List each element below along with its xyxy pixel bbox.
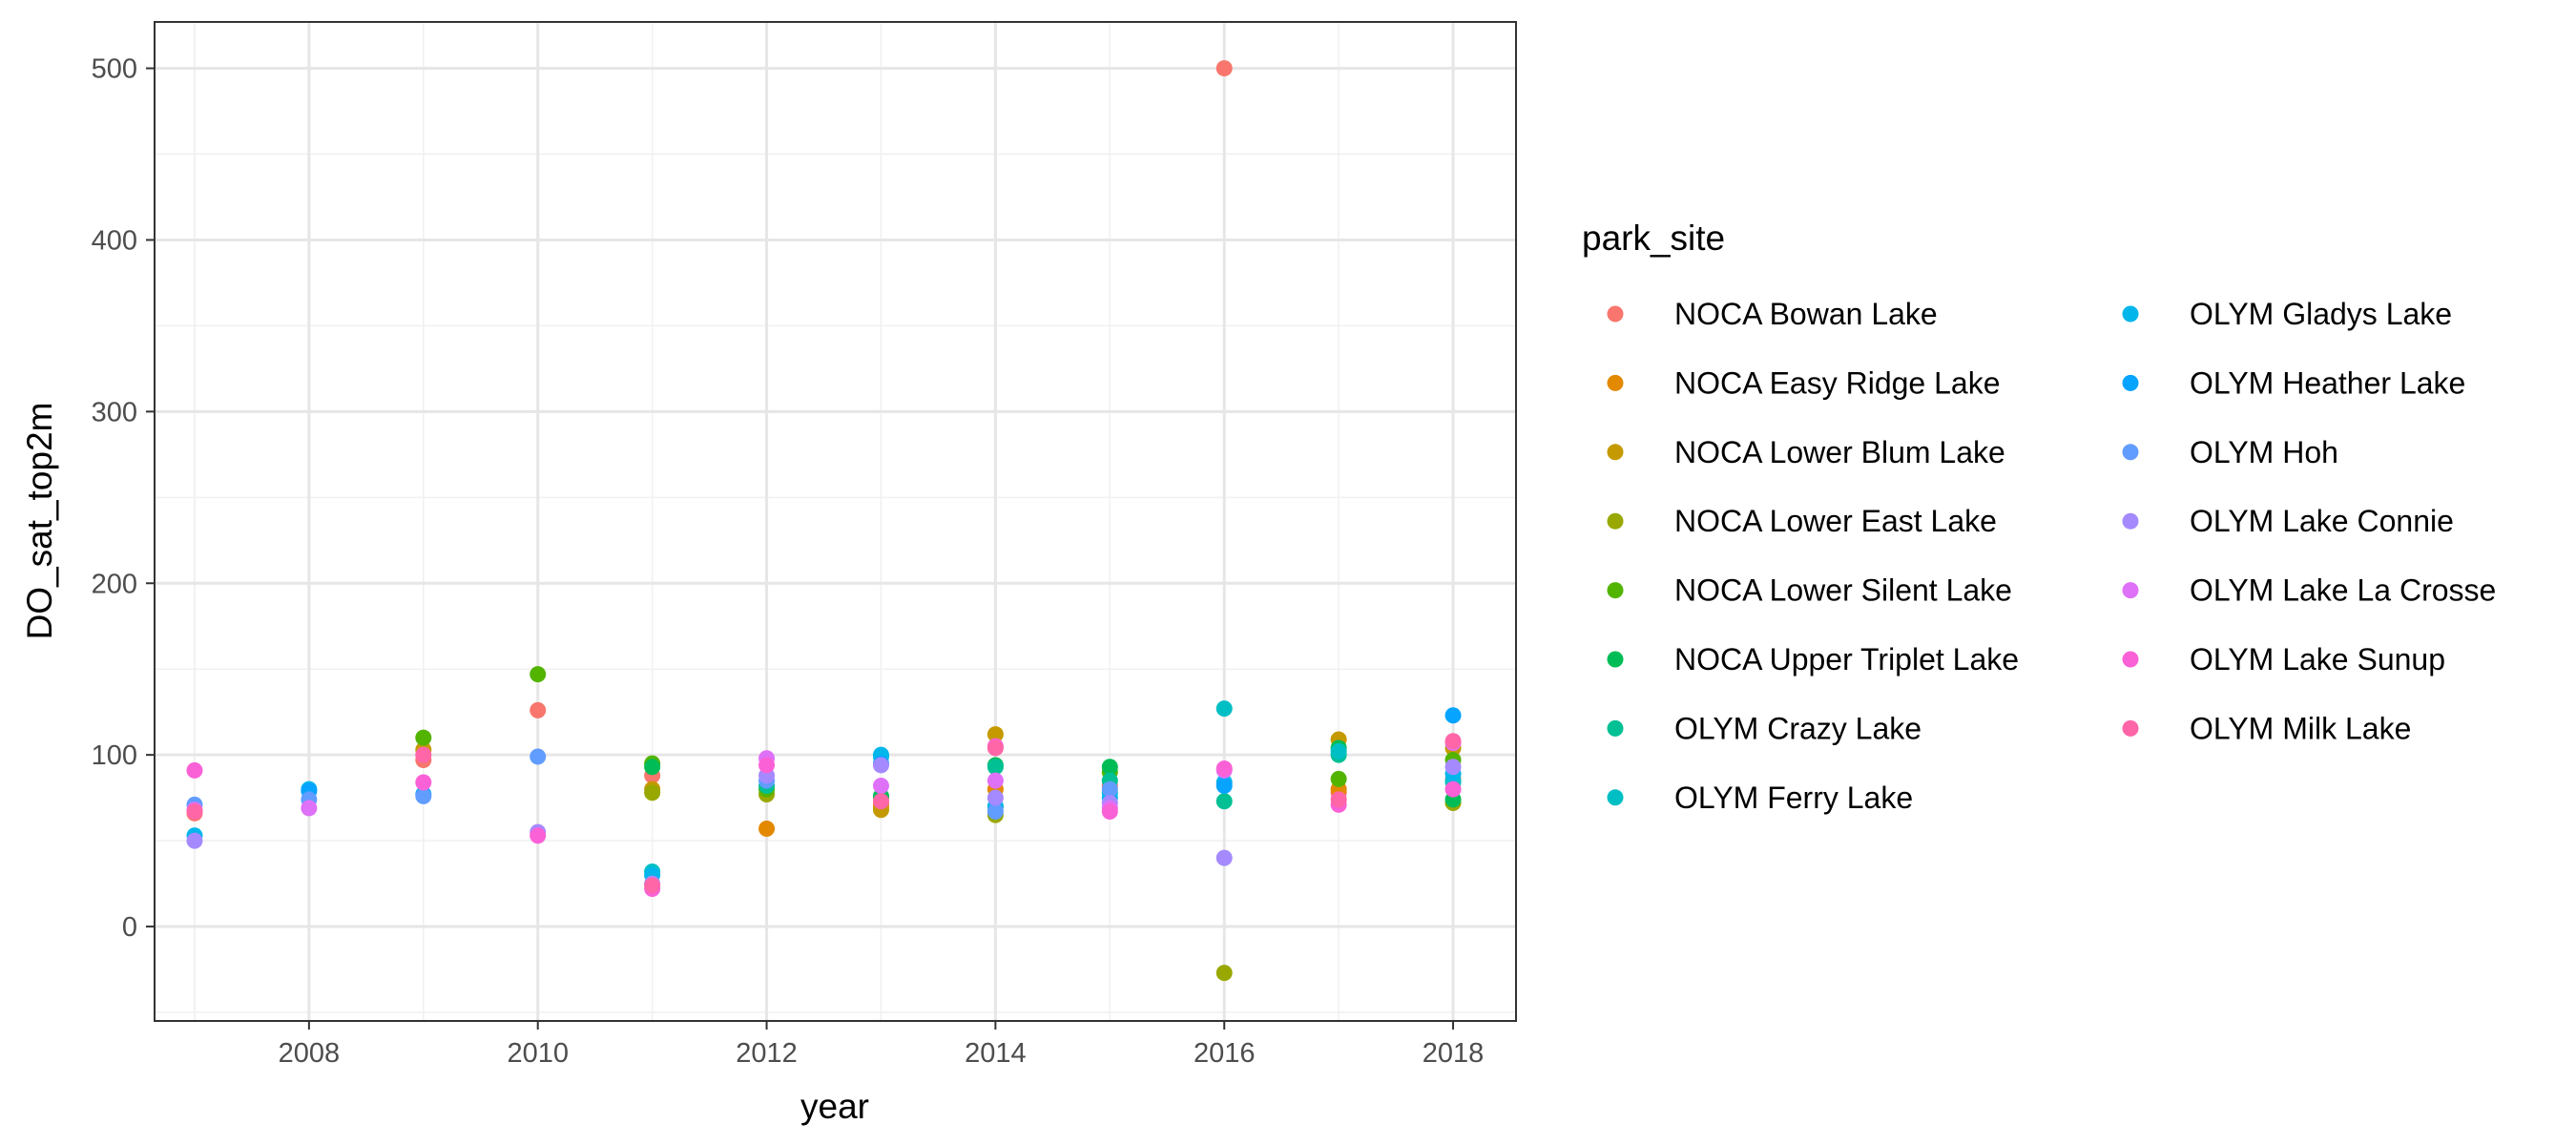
legend-label: OLYM Ferry Lake	[1674, 781, 1913, 815]
legend-key	[2122, 444, 2139, 461]
legend-label: NOCA Easy Ridge Lake	[1674, 365, 2001, 400]
legend-key	[2122, 374, 2139, 391]
data-point	[1215, 700, 1233, 718]
plot-background	[155, 22, 1516, 1021]
data-point	[1101, 759, 1118, 776]
legend-key	[1607, 719, 1624, 737]
data-point	[186, 803, 203, 821]
legend-label: OLYM Heather Lake	[2190, 365, 2465, 400]
data-point	[987, 772, 1004, 789]
data-point	[758, 757, 776, 774]
data-point	[186, 761, 203, 779]
major-gridlines	[155, 22, 1516, 1021]
data-point	[530, 827, 547, 844]
legend-label: OLYM Lake Connie	[2190, 504, 2454, 538]
x-tick-label: 2012	[736, 1038, 798, 1069]
plot-panel-border	[154, 21, 1517, 1022]
y-tick-label: 100	[92, 740, 137, 771]
legend-label: NOCA Lower East Lake	[1674, 504, 1997, 538]
legend-label: NOCA Lower Blum Lake	[1674, 435, 2005, 469]
data-point	[1215, 965, 1233, 982]
legend-label: NOCA Upper Triplet Lake	[1674, 642, 2019, 677]
data-point	[415, 729, 432, 746]
legend-key	[2122, 651, 2139, 668]
legend-label: OLYM Hoh	[2190, 435, 2338, 469]
x-tick-label: 2010	[507, 1038, 569, 1069]
y-axis-ticks: 0 100 200 300 400 500	[92, 54, 155, 943]
data-point	[1215, 793, 1233, 810]
data-point	[872, 757, 889, 774]
legend-key	[1607, 305, 1624, 323]
legend-key	[1607, 651, 1624, 668]
legend-key	[2122, 582, 2139, 599]
legend-key	[2122, 719, 2139, 737]
y-tick-label: 300	[92, 397, 137, 427]
legend-label: OLYM Lake Sunup	[2190, 642, 2445, 677]
data-point	[987, 759, 1004, 776]
legend-key	[1607, 582, 1624, 599]
data-point	[1444, 707, 1462, 724]
data-point	[1215, 760, 1233, 778]
data-point	[301, 800, 318, 817]
data-point	[1330, 791, 1347, 808]
data-point	[186, 832, 203, 849]
data-point	[1330, 743, 1347, 760]
data-point	[415, 774, 432, 791]
data-point	[987, 739, 1004, 757]
y-axis-title: DO_sat_top2m	[20, 403, 59, 640]
data-point	[1215, 849, 1233, 866]
y-tick-label: 500	[92, 54, 137, 85]
data-point	[530, 666, 547, 683]
legend-key	[2122, 512, 2139, 530]
x-tick-label: 2016	[1194, 1038, 1256, 1069]
data-point	[415, 787, 432, 804]
data-point	[644, 759, 661, 776]
legend-label: NOCA Lower Silent Lake	[1674, 573, 2012, 608]
data-point	[644, 784, 661, 802]
data-point	[644, 877, 661, 894]
legend-label: NOCA Bowan Lake	[1674, 297, 1938, 331]
x-axis-title: year	[800, 1087, 869, 1126]
data-point	[1330, 770, 1347, 787]
x-tick-label: 2018	[1423, 1038, 1485, 1069]
data-point	[415, 746, 432, 763]
data-point	[1444, 759, 1462, 776]
y-tick-label: 200	[92, 569, 137, 599]
data-point	[872, 793, 889, 810]
data-points	[186, 60, 1462, 982]
legend: NOCA Bowan Lake NOCA Easy Ridge Lake NOCA …	[1607, 297, 2496, 815]
legend-key	[1607, 444, 1624, 461]
data-point	[1215, 60, 1233, 77]
y-tick-label: 0	[122, 912, 137, 943]
data-point	[758, 821, 776, 838]
legend-title: park_site	[1582, 219, 1725, 258]
x-tick-label: 2014	[965, 1038, 1027, 1069]
data-point	[530, 748, 547, 765]
data-point	[987, 726, 1004, 743]
data-point	[987, 803, 1004, 821]
data-point	[872, 778, 889, 795]
legend-label: OLYM Gladys Lake	[2190, 297, 2452, 331]
legend-key	[2122, 305, 2139, 323]
legend-label: OLYM Milk Lake	[2190, 711, 2411, 745]
legend-key	[1607, 789, 1624, 806]
legend-key	[1607, 374, 1624, 391]
x-tick-label: 2008	[279, 1038, 341, 1069]
data-point	[530, 701, 547, 718]
data-point	[1101, 781, 1118, 798]
data-point	[1444, 781, 1462, 798]
x-axis-ticks: 2008 2010 2012 2014 2016 2018	[279, 1021, 1485, 1069]
data-point	[1444, 733, 1462, 750]
minor-gridlines	[155, 22, 1516, 1021]
y-tick-label: 400	[92, 225, 137, 256]
data-point	[1215, 778, 1233, 795]
legend-label: OLYM Crazy Lake	[1674, 711, 1922, 745]
legend-key	[1607, 512, 1624, 530]
data-point	[1101, 803, 1118, 821]
data-point	[987, 789, 1004, 806]
legend-label: OLYM Lake La Crosse	[2190, 573, 2496, 608]
